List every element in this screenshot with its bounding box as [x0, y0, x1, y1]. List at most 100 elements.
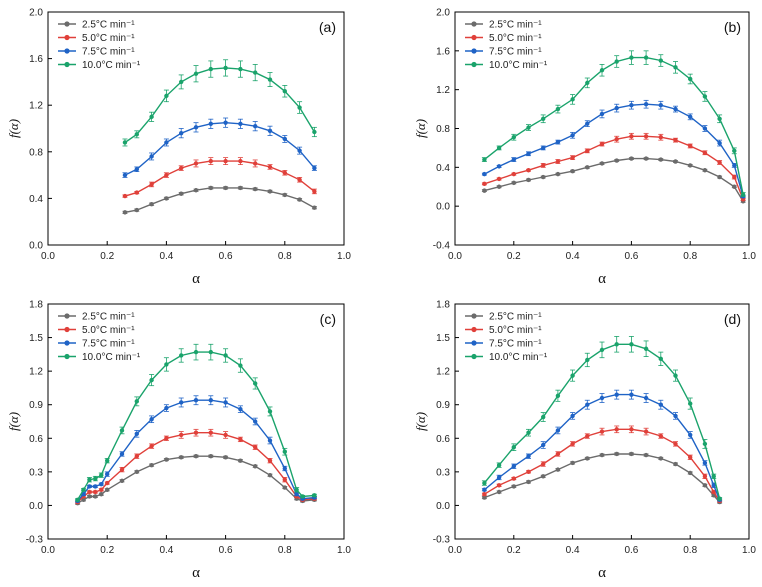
data-point — [119, 428, 125, 433]
data-point — [496, 483, 502, 488]
y-tick-label: 1.2 — [436, 367, 450, 378]
data-point — [179, 79, 184, 85]
data-point — [297, 148, 302, 153]
data-point — [267, 189, 273, 194]
legend-entry: 5.0°C min⁻¹ — [82, 33, 135, 44]
series-line — [483, 56, 744, 195]
data-point — [555, 159, 561, 164]
data-point — [526, 168, 531, 173]
series-line — [124, 121, 315, 176]
data-point — [585, 456, 590, 461]
data-point — [294, 487, 299, 492]
y-axis-title: f(α) — [413, 412, 428, 431]
data-point — [99, 492, 104, 497]
data-point — [87, 489, 92, 495]
chart-panel-c: 0.0 0.2 0.4 0.6 0.8 1.0-0.30.00.30.60.91.21.5… — [6, 300, 351, 582]
data-point — [75, 497, 80, 503]
data-point — [585, 165, 590, 170]
x-tick-label: 0.6 — [624, 251, 638, 262]
legend-marker — [471, 21, 477, 27]
data-point — [482, 188, 487, 193]
data-point — [643, 346, 649, 351]
data-point — [122, 140, 128, 145]
data-point — [614, 427, 619, 432]
legend-marker — [471, 353, 477, 360]
series-2 — [481, 389, 723, 503]
series-line — [124, 160, 315, 197]
data-point — [740, 192, 746, 197]
data-point — [526, 430, 531, 435]
y-tick-label: 0.8 — [29, 147, 43, 158]
data-point — [179, 400, 184, 405]
y-tick-label: 1.2 — [29, 101, 43, 112]
data-point — [93, 484, 98, 489]
data-point — [570, 155, 575, 160]
data-point — [223, 400, 228, 405]
data-point — [629, 103, 634, 108]
series-line — [483, 393, 721, 501]
data-point — [267, 458, 273, 463]
data-point — [267, 128, 273, 134]
data-point — [658, 402, 663, 407]
y-tick-label: 0.4 — [436, 163, 450, 174]
data-point — [688, 401, 693, 406]
y-tick-label: 0.0 — [436, 202, 450, 213]
data-point — [134, 469, 139, 475]
legend-marker — [471, 34, 477, 41]
data-point — [673, 106, 678, 112]
x-tick-label: 0.8 — [683, 545, 697, 556]
data-point — [702, 460, 708, 466]
data-point — [541, 461, 546, 467]
data-point — [238, 66, 243, 72]
data-point — [585, 402, 590, 407]
data-point — [541, 414, 546, 420]
data-point — [570, 133, 575, 138]
data-point — [732, 148, 737, 154]
data-point — [149, 443, 154, 449]
legend-marker — [64, 340, 70, 346]
data-point — [238, 437, 243, 442]
data-point — [482, 181, 487, 187]
chart-panel-a: 0.0 0.2 0.4 0.6 0.8 1.0 0.0 0.4 0.8 1.2 1.6 2.0 α f(α… — [6, 8, 351, 288]
series-line — [484, 428, 721, 502]
data-point — [511, 171, 516, 177]
data-point — [87, 477, 92, 482]
data-point — [688, 76, 693, 82]
data-point — [673, 461, 678, 467]
legend-entry: 10.0°C min⁻¹ — [489, 60, 548, 71]
data-point — [193, 349, 199, 355]
data-point — [193, 125, 199, 130]
x-tick-label: 1.0 — [337, 545, 351, 556]
data-point — [629, 134, 634, 139]
data-point — [702, 441, 708, 447]
data-point — [599, 452, 605, 458]
data-point — [614, 451, 619, 457]
data-point — [658, 103, 663, 108]
data-point — [223, 65, 228, 71]
data-point — [658, 157, 663, 162]
data-point — [555, 171, 561, 177]
data-point — [482, 480, 487, 486]
data-point — [673, 159, 678, 164]
data-point — [149, 462, 154, 468]
data-point — [732, 163, 737, 168]
legend-marker — [64, 313, 70, 319]
data-point — [658, 58, 663, 63]
data-point — [179, 432, 184, 438]
data-point — [223, 185, 228, 191]
data-point — [496, 184, 502, 189]
data-point — [294, 492, 299, 497]
data-point — [193, 453, 199, 459]
data-point — [570, 460, 575, 466]
legend-marker — [64, 21, 70, 27]
data-point — [570, 169, 575, 174]
legend-entry: 2.5°C min⁻¹ — [82, 20, 135, 31]
y-tick-label: 1.5 — [436, 333, 450, 344]
data-point — [555, 428, 561, 433]
x-axis-title: α — [598, 271, 606, 287]
data-point — [599, 68, 605, 73]
data-point — [179, 353, 184, 358]
data-point — [208, 349, 213, 355]
data-point — [282, 485, 287, 490]
data-point — [614, 105, 619, 111]
